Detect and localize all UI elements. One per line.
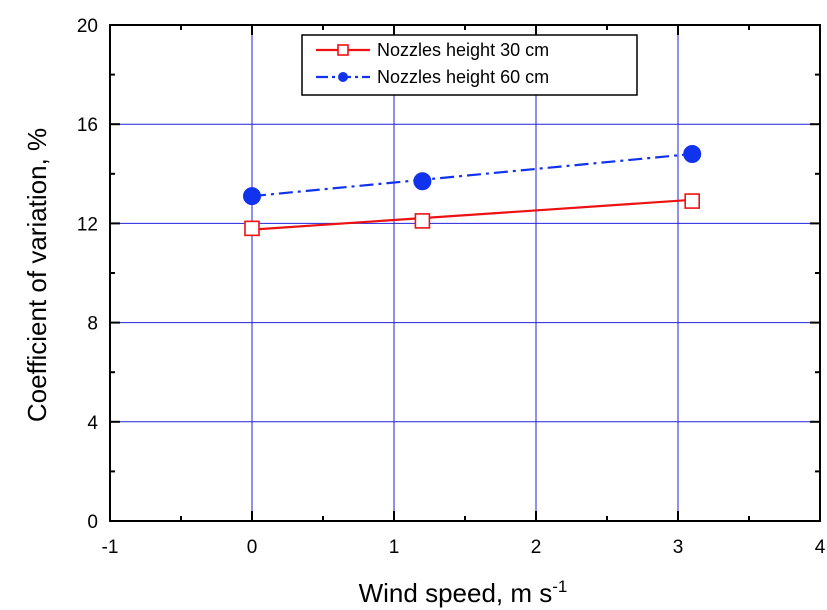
legend: Nozzles height 30 cm Nozzles height 60 cm	[301, 34, 638, 96]
x-tick-label: 4	[815, 537, 826, 558]
x-axis-title-superscript: -1	[552, 577, 567, 596]
y-axis-title: Coefficient of variation, %	[22, 128, 52, 422]
x-tick-label: 3	[673, 537, 684, 558]
y-tick-label: 16	[77, 115, 98, 136]
grid	[110, 25, 820, 521]
x-tick-label: -1	[102, 537, 119, 558]
data-point	[243, 187, 261, 206]
legend-item: Nozzles height 30 cm	[316, 40, 549, 60]
y-tick-label: 0	[87, 512, 98, 533]
series-line	[251, 198, 693, 231]
y-tick-label: 20	[77, 16, 98, 37]
data-point	[683, 144, 702, 163]
data-point	[414, 213, 431, 229]
legend-box	[301, 34, 638, 96]
x-axis-title-text: Wind speed, m s	[359, 578, 553, 608]
legend-item: Nozzles height 60 cm	[316, 67, 549, 87]
series-layer	[243, 144, 702, 237]
series-2	[243, 144, 702, 206]
y-tick-label: 12	[77, 214, 98, 235]
y-tick-label: 4	[87, 413, 98, 434]
data-point	[413, 172, 432, 191]
series-1	[244, 193, 701, 237]
data-point	[244, 220, 260, 237]
x-tick-label: 0	[247, 537, 258, 558]
series-line	[251, 152, 693, 198]
data-point	[684, 193, 701, 209]
y-tick-label: 8	[87, 314, 98, 335]
legend-label: Nozzles height 30 cm	[377, 40, 549, 60]
legend-label: Nozzles height 60 cm	[377, 67, 549, 87]
legend-marker	[337, 44, 349, 56]
x-tick-label: 2	[531, 537, 542, 558]
plot-frame	[109, 24, 821, 522]
x-tick-label: 1	[389, 537, 400, 558]
x-axis-title: Wind speed, m s-1	[359, 577, 568, 608]
legend-marker	[338, 72, 348, 82]
